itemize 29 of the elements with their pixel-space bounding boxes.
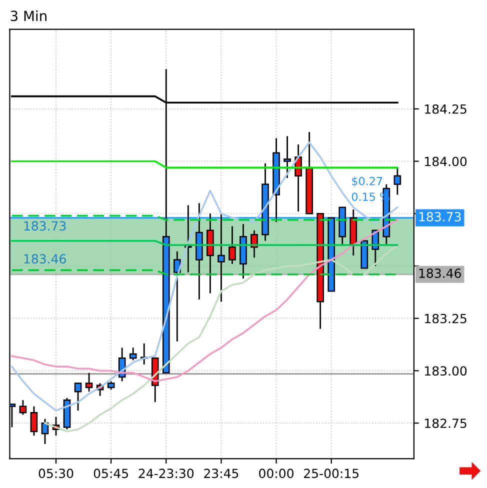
line-series: [11, 141, 398, 412]
candlestick: [19, 399, 27, 416]
ref-line-label: 183.46: [419, 268, 461, 278]
y-tick-label: 182.75: [425, 418, 466, 428]
annotation: $0.27: [352, 176, 382, 187]
y-tick-label: 184.00: [425, 156, 467, 166]
annotation: 183.46: [24, 254, 66, 264]
candlestick: [129, 347, 137, 361]
candlestick: [30, 406, 38, 436]
candlestick: [74, 382, 82, 412]
chart-title: 3 Min: [10, 10, 46, 22]
x-tick-label: 05:30: [38, 468, 74, 478]
line-series: [11, 219, 398, 382]
x-tick-label: 05:45: [94, 468, 128, 478]
annotation: 183.73: [24, 221, 66, 231]
annotation: 0.15 %: [352, 192, 390, 201]
x-tick-label: 23:45: [204, 468, 238, 478]
candlestick: [284, 135, 291, 179]
y-tick-label: 183.25: [425, 314, 466, 324]
candlestick: [218, 212, 225, 302]
x-tick-label: 24-23:30: [138, 468, 194, 478]
x-tick-label: 25-00:15: [304, 468, 358, 478]
candlestick: [85, 372, 93, 392]
y-tick-label: 184.25: [425, 104, 466, 114]
candlestick: [394, 166, 402, 196]
x-tick-label: 00:00: [259, 468, 294, 478]
candlestick: [228, 226, 236, 265]
ref-line-label: 183.73: [419, 212, 461, 222]
y-tick-label: 183.00: [425, 366, 467, 376]
